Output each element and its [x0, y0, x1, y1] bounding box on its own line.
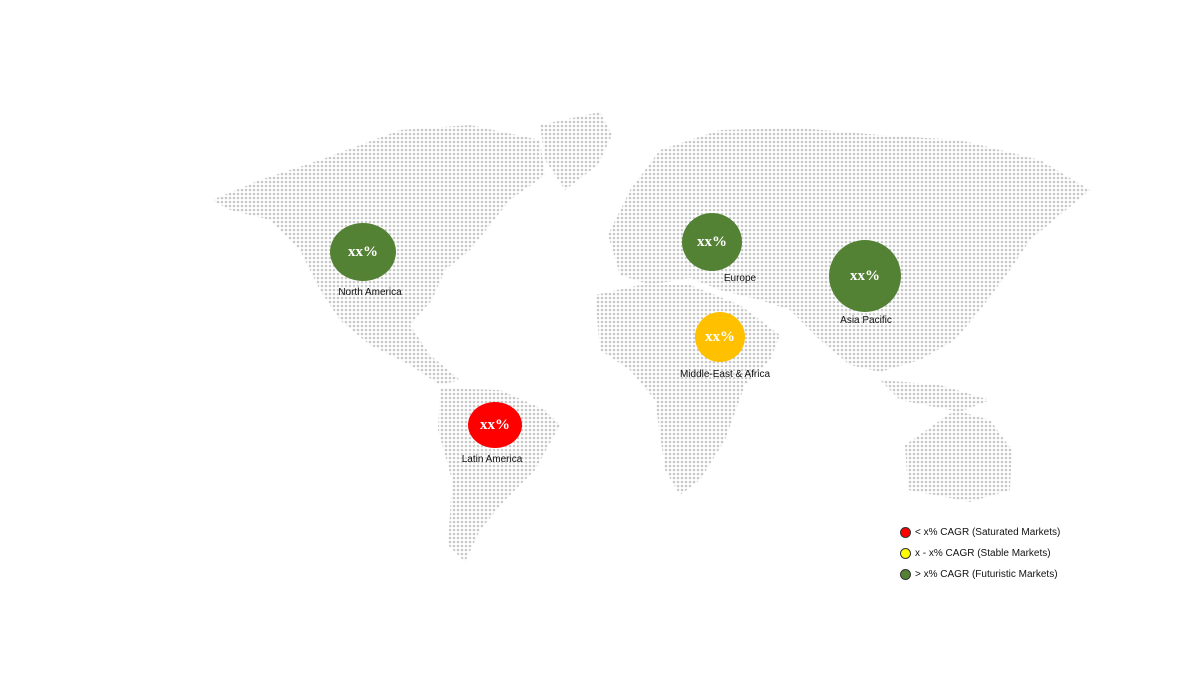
africa-landmass: [595, 285, 780, 495]
region-value: xx%: [480, 416, 510, 433]
legend: < x% CAGR (Saturated Markets) x - x% CAG…: [900, 522, 1060, 585]
region-label: Latin America: [461, 454, 523, 465]
greenland-landmass: [540, 112, 612, 190]
region-label: Middle-East & Africa: [679, 369, 771, 380]
legend-item-stable: x - x% CAGR (Stable Markets): [900, 543, 1060, 564]
region-bubble-asia-pacific: xx%: [829, 240, 901, 312]
legend-label: x - x% CAGR (Stable Markets): [915, 548, 1051, 559]
legend-label: > x% CAGR (Futuristic Markets): [915, 569, 1058, 580]
indonesia-landmass: [880, 380, 990, 412]
legend-item-saturated: < x% CAGR (Saturated Markets): [900, 522, 1060, 543]
region-bubble-middle-east-africa: xx%: [695, 312, 745, 362]
region-bubble-north-america: xx%: [330, 223, 396, 281]
region-bubble-latin-america: xx%: [468, 402, 522, 448]
region-value: xx%: [697, 233, 727, 250]
australia-landmass: [905, 410, 1012, 502]
legend-swatch: [900, 548, 911, 559]
region-bubble-europe: xx%: [682, 213, 742, 271]
region-label: Europe: [723, 273, 757, 284]
legend-item-futuristic: > x% CAGR (Futuristic Markets): [900, 564, 1060, 585]
legend-swatch: [900, 569, 911, 580]
region-value: xx%: [850, 267, 880, 284]
region-value: xx%: [705, 328, 735, 345]
legend-label: < x% CAGR (Saturated Markets): [915, 527, 1061, 538]
region-label: Asia Pacific: [840, 315, 892, 326]
legend-swatch: [900, 527, 911, 538]
region-value: xx%: [348, 243, 378, 260]
region-label: North America: [338, 287, 402, 298]
